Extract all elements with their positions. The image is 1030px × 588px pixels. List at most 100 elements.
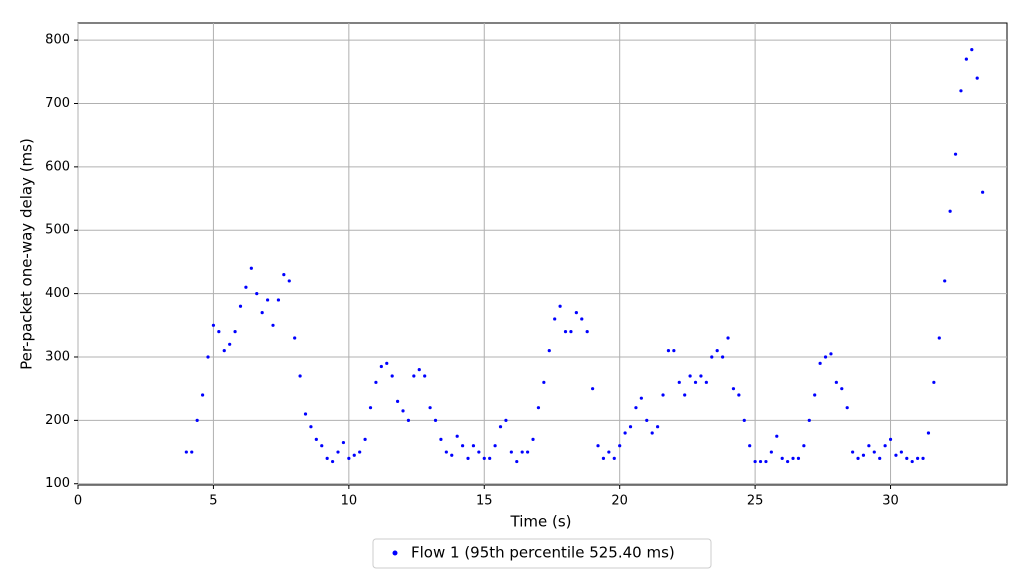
point — [547, 349, 551, 353]
point — [813, 393, 817, 397]
point — [195, 418, 199, 422]
point — [444, 450, 448, 454]
x-tick-label: 5 — [209, 494, 217, 509]
point — [845, 406, 849, 410]
y-tick-label: 200 — [45, 413, 70, 428]
point — [693, 380, 698, 384]
point — [433, 418, 438, 422]
point — [856, 456, 860, 460]
point — [802, 444, 806, 448]
legend-box — [372, 538, 712, 569]
y-axis-label: Per-packet one-way delay (ms) — [18, 138, 36, 370]
point — [916, 456, 920, 460]
point — [390, 374, 394, 378]
point — [715, 349, 719, 353]
point — [737, 393, 741, 397]
point — [184, 450, 188, 454]
point — [244, 285, 248, 289]
point — [656, 425, 660, 429]
point — [477, 450, 481, 454]
point — [596, 444, 600, 448]
point — [672, 349, 676, 353]
point — [943, 279, 947, 283]
point — [628, 425, 633, 429]
point — [612, 456, 616, 460]
point — [829, 352, 833, 356]
point — [330, 459, 335, 464]
point — [504, 418, 508, 422]
point — [666, 349, 671, 353]
point — [314, 437, 318, 441]
point — [704, 380, 708, 384]
point — [948, 209, 952, 213]
point — [872, 450, 876, 454]
point — [970, 48, 974, 52]
point — [731, 387, 736, 391]
legend-marker — [392, 550, 398, 556]
point — [975, 76, 979, 80]
point — [417, 368, 421, 372]
point — [780, 456, 784, 460]
point — [531, 437, 535, 441]
point — [498, 425, 503, 429]
point — [233, 330, 237, 334]
x-tick-label: 0 — [74, 494, 82, 509]
point — [861, 453, 866, 457]
point — [558, 304, 562, 308]
y-tick-label: 300 — [45, 349, 70, 364]
point — [591, 387, 595, 391]
point — [683, 393, 687, 397]
point — [423, 374, 427, 378]
point — [981, 190, 985, 194]
point — [455, 434, 459, 438]
point — [320, 444, 324, 448]
point — [677, 380, 681, 384]
plot-frame — [77, 22, 1008, 486]
x-tick-label: 10 — [341, 494, 358, 509]
legend-label: Flow 1 (95th percentile 525.40 ms) — [411, 544, 675, 562]
point — [471, 444, 476, 448]
point — [228, 342, 232, 346]
point — [932, 380, 936, 384]
point — [650, 431, 654, 435]
point — [607, 450, 611, 454]
point — [368, 406, 373, 410]
point — [379, 364, 383, 369]
y-tick-label: 800 — [45, 33, 70, 48]
point — [520, 450, 524, 454]
point — [385, 361, 389, 365]
point — [634, 406, 638, 410]
point — [688, 374, 692, 378]
point — [395, 399, 400, 403]
point — [748, 444, 752, 448]
point — [710, 355, 714, 359]
point — [661, 393, 665, 397]
point — [412, 374, 416, 378]
point — [536, 406, 541, 410]
point — [721, 355, 725, 359]
point — [769, 450, 773, 454]
point — [921, 456, 925, 460]
point — [222, 349, 226, 353]
point — [645, 418, 649, 422]
point — [569, 330, 573, 334]
point — [883, 444, 887, 448]
point — [341, 440, 346, 445]
point — [461, 444, 465, 448]
point — [878, 456, 882, 460]
point — [888, 437, 893, 441]
x-axis-label: Time (s) — [510, 513, 572, 531]
point — [428, 406, 432, 410]
point — [926, 431, 931, 435]
point — [488, 456, 492, 460]
y-tick-label: 600 — [45, 159, 70, 174]
point — [450, 453, 454, 457]
y-tick-label: 400 — [45, 286, 70, 301]
point — [260, 311, 264, 315]
point — [574, 311, 578, 315]
point — [293, 336, 297, 340]
point — [775, 434, 779, 438]
point — [818, 361, 822, 365]
point — [726, 336, 730, 340]
